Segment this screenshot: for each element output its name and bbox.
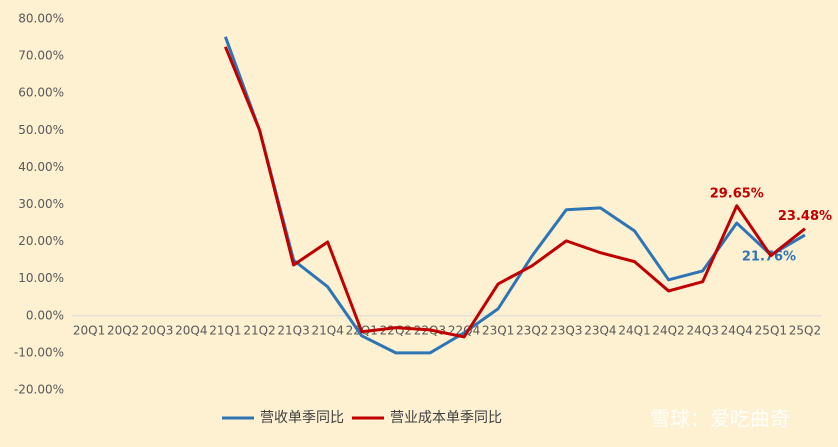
data-label: 21.76% <box>742 250 796 265</box>
y-tick-label: 50.00% <box>18 123 64 137</box>
y-tick-label: 0.00% <box>26 308 64 322</box>
x-tick-label: 23Q3 <box>550 323 582 337</box>
x-tick-label: 20Q2 <box>107 323 139 337</box>
x-tick-label: 25Q2 <box>789 323 821 337</box>
y-tick-label: 30.00% <box>18 197 64 211</box>
x-tick-label: 21Q2 <box>243 323 275 337</box>
x-tick-label: 21Q1 <box>209 323 241 337</box>
y-tick-label: -10.00% <box>14 345 64 359</box>
data-label: 23.48% <box>778 209 832 224</box>
series-line <box>224 46 806 339</box>
y-tick-label: 60.00% <box>18 86 64 100</box>
legend-label: 营收单季同比 <box>260 410 344 426</box>
y-tick-label: 20.00% <box>18 234 64 248</box>
y-tick-label: -20.00% <box>14 383 64 397</box>
y-tick-label: 70.00% <box>18 49 64 63</box>
y-tick-label: 80.00% <box>18 12 64 26</box>
y-tick-label: 10.00% <box>18 271 64 285</box>
x-tick-label: 23Q4 <box>584 323 616 337</box>
x-tick-label: 21Q3 <box>277 323 309 337</box>
x-tick-label: 20Q1 <box>73 323 105 337</box>
x-tick-label: 24Q4 <box>721 323 753 337</box>
x-tick-label: 20Q4 <box>175 323 207 337</box>
y-tick-label: 40.00% <box>18 160 64 174</box>
data-label: 29.65% <box>710 186 764 201</box>
legend-label: 营业成本单季同比 <box>390 410 502 426</box>
x-tick-label: 21Q4 <box>312 323 344 337</box>
x-tick-label: 23Q1 <box>482 323 514 337</box>
x-tick-label: 24Q3 <box>687 323 719 337</box>
x-tick-label: 24Q1 <box>618 323 650 337</box>
x-tick-label: 23Q2 <box>516 323 548 337</box>
watermark: 雪球：爱吃曲奇 <box>650 407 790 431</box>
x-tick-label: 25Q1 <box>755 323 787 337</box>
x-tick-label: 20Q3 <box>141 323 173 337</box>
series-line <box>224 36 806 355</box>
x-tick-label: 24Q2 <box>652 323 684 337</box>
